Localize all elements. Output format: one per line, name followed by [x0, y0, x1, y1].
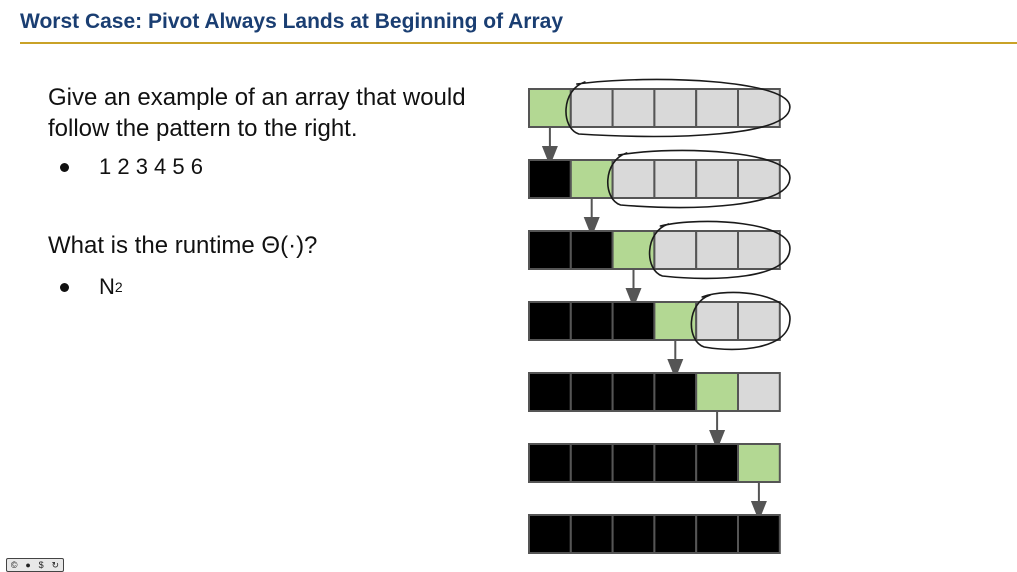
question-example-array: Give an example of an array that would f…: [48, 84, 466, 142]
array-cell-sorted: [528, 301, 572, 341]
array-cell-sorted: [695, 443, 740, 483]
array-cell-unsorted: [737, 88, 781, 128]
slide-title: Worst Case: Pivot Always Lands at Beginn…: [20, 10, 563, 33]
array-cell-unsorted: [737, 301, 781, 341]
array-cell-sorted: [528, 159, 572, 199]
answer-runtime-base: N: [99, 274, 115, 299]
array-cell-sorted: [611, 372, 656, 412]
array-cell-unsorted: [611, 88, 656, 128]
array-cell-unsorted: [653, 88, 698, 128]
by-icon: ●: [25, 560, 31, 570]
array-cell-unsorted: [695, 301, 740, 341]
array-cell-pivot: [737, 443, 781, 483]
array-cell-sorted: [695, 514, 740, 554]
array-cell-sorted: [611, 443, 656, 483]
array-cell-unsorted: [695, 88, 740, 128]
license-badge: © ● $ ↻: [6, 558, 64, 572]
array-cell-unsorted: [737, 159, 781, 199]
array-cell-unsorted: [737, 372, 781, 412]
title-divider: [20, 42, 1017, 44]
array-cell-unsorted: [653, 230, 698, 270]
question-runtime: What is the runtime Θ(·)?: [48, 232, 318, 259]
array-cell-sorted: [528, 443, 572, 483]
handdrawn-ellipse: [648, 220, 791, 280]
array-cell-pivot: [611, 230, 656, 270]
array-cell-pivot: [528, 88, 572, 128]
handdrawn-ellipse: [565, 78, 791, 138]
bullet-icon: [60, 282, 69, 292]
array-cell-sorted: [653, 443, 698, 483]
array-cell-unsorted: [611, 159, 656, 199]
array-cell-sorted: [569, 301, 614, 341]
array-cell-unsorted: [695, 230, 740, 270]
array-cell-pivot: [653, 301, 698, 341]
sa-icon: ↻: [51, 559, 60, 570]
array-cell-sorted: [737, 514, 781, 554]
array-cell-unsorted: [653, 159, 698, 199]
answer-example-array: 1 2 3 4 5 6: [60, 154, 203, 180]
array-cell-sorted: [569, 372, 614, 412]
array-cell-sorted: [528, 514, 572, 554]
cc-icon: ©: [10, 560, 18, 570]
array-cell-sorted: [611, 514, 656, 554]
array-cell-sorted: [569, 230, 614, 270]
array-cell-unsorted: [737, 230, 781, 270]
array-cell-sorted: [528, 230, 572, 270]
array-cell-sorted: [528, 372, 572, 412]
array-cell-sorted: [569, 443, 614, 483]
array-cell-unsorted: [569, 88, 614, 128]
answer-example-text: 1 2 3 4 5 6: [99, 154, 203, 179]
array-cell-pivot: [695, 372, 740, 412]
array-cell-pivot: [569, 159, 614, 199]
array-cell-unsorted: [695, 159, 740, 199]
bullet-icon: [60, 162, 69, 172]
handdrawn-ellipse: [690, 291, 791, 351]
nc-icon: $: [38, 560, 44, 570]
array-cell-sorted: [653, 372, 698, 412]
array-cell-sorted: [653, 514, 698, 554]
array-cell-sorted: [569, 514, 614, 554]
handdrawn-ellipse: [607, 149, 791, 209]
array-cell-sorted: [611, 301, 656, 341]
